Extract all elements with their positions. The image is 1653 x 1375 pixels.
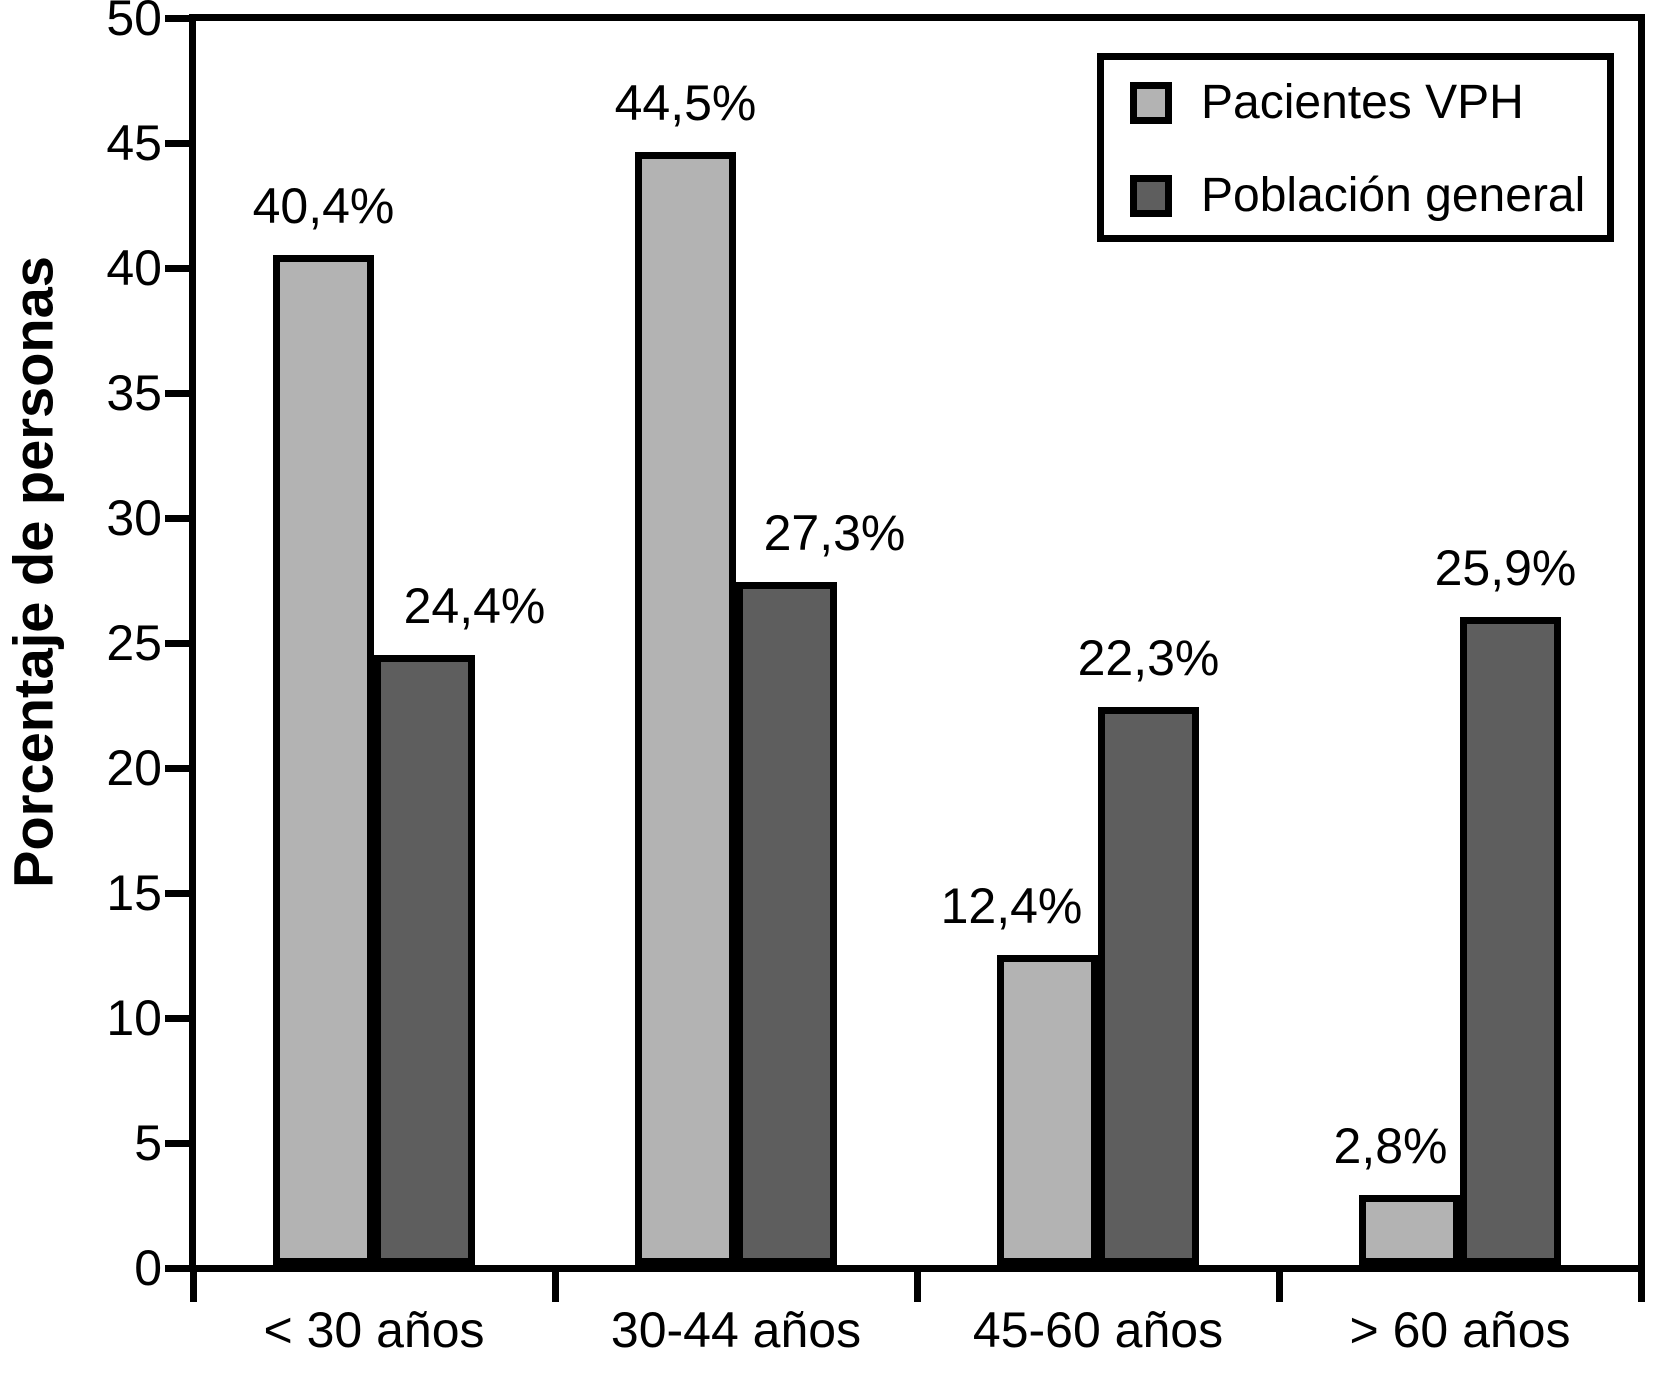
y-tick-mark: [165, 890, 193, 897]
legend-swatch-poblacion-general-icon: [1130, 175, 1172, 217]
x-tick-mark: [1638, 1272, 1645, 1302]
x-tick-mark: [190, 1272, 197, 1302]
bar-poblaci-n-general-30-44-a-os: [736, 582, 837, 1265]
bar-poblaci-n-general-30-a-os: [374, 655, 475, 1265]
x-category-label: < 30 años: [263, 1302, 485, 1358]
legend-label: Población general: [1201, 169, 1586, 222]
y-tick-label: 0: [134, 1240, 162, 1296]
y-tick-label: 20: [106, 740, 162, 796]
y-tick-mark: [165, 1265, 193, 1272]
y-tick-label: 45: [106, 115, 162, 171]
legend-swatch-pacientes-vph-icon: [1130, 82, 1172, 124]
bar-value-label: 12,4%: [940, 878, 1083, 934]
x-tick-mark: [552, 1272, 559, 1302]
y-tick-mark: [165, 765, 193, 772]
bar-pacientes-vph-30-a-os: [273, 255, 374, 1265]
bar-value-label: 44,5%: [614, 75, 757, 131]
y-tick-label: 15: [106, 865, 162, 921]
bar-value-label: 22,3%: [1077, 630, 1220, 686]
y-tick-mark: [165, 1015, 193, 1022]
x-tick-mark: [914, 1272, 921, 1302]
y-tick-mark: [165, 640, 193, 647]
y-tick-mark: [165, 515, 193, 522]
bar-poblaci-n-general-60-a-os: [1460, 617, 1561, 1265]
bar-pacientes-vph-45-60-a-os: [997, 955, 1098, 1265]
y-tick-label: 25: [106, 615, 162, 671]
bar-value-label: 25,9%: [1434, 540, 1577, 596]
y-tick-mark: [165, 15, 193, 22]
y-tick-label: 50: [106, 0, 162, 46]
y-tick-label: 5: [134, 1115, 162, 1171]
y-tick-mark: [165, 1140, 193, 1147]
x-tick-mark: [1276, 1272, 1283, 1302]
x-category-label: 45-60 años: [972, 1302, 1224, 1358]
bar-value-label: 24,4%: [403, 578, 546, 634]
y-tick-mark: [165, 140, 193, 147]
y-tick-mark: [165, 265, 193, 272]
bar-poblaci-n-general-45-60-a-os: [1098, 707, 1199, 1265]
legend-entry-poblacion-general: Población general: [1130, 169, 1586, 222]
bar-pacientes-vph-60-a-os: [1359, 1195, 1460, 1265]
legend-label: Pacientes VPH: [1201, 76, 1524, 129]
bar-pacientes-vph-30-44-a-os: [635, 152, 736, 1265]
y-tick-label: 35: [106, 365, 162, 421]
x-category-label: > 60 años: [1349, 1302, 1571, 1358]
y-tick-label: 10: [106, 990, 162, 1046]
y-tick-label: 40: [106, 240, 162, 296]
x-category-label: 30-44 años: [610, 1302, 862, 1358]
bar-value-label: 2,8%: [1333, 1118, 1448, 1174]
y-tick-mark: [165, 390, 193, 397]
bar-value-label: 27,3%: [763, 505, 906, 561]
legend-entry-pacientes-vph: Pacientes VPH: [1130, 76, 1524, 129]
bar-value-label: 40,4%: [252, 178, 395, 234]
y-tick-label: 30: [106, 490, 162, 546]
legend: Pacientes VPH Población general: [1097, 53, 1614, 242]
